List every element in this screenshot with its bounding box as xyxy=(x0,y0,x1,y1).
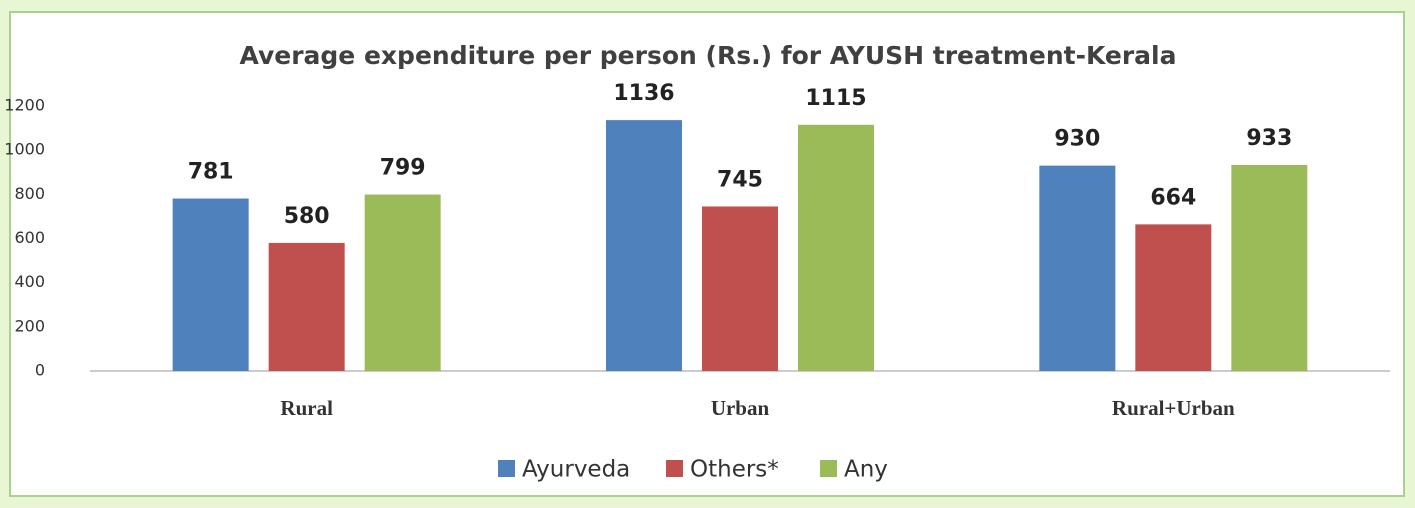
y-tick-label: 400 xyxy=(14,272,45,291)
data-label: 580 xyxy=(284,204,330,229)
bar xyxy=(606,120,682,371)
y-tick-label: 800 xyxy=(14,184,45,203)
x-tick-label: Urban xyxy=(711,396,770,420)
y-tick-label: 1000 xyxy=(4,140,45,159)
bar xyxy=(364,194,441,371)
legend-swatch xyxy=(666,460,683,477)
y-tick-label: 1200 xyxy=(4,96,45,115)
legend-swatch xyxy=(820,460,837,477)
bar xyxy=(702,206,778,371)
data-label: 799 xyxy=(380,156,426,181)
bar xyxy=(268,242,345,371)
data-label: 1136 xyxy=(613,81,674,106)
bar xyxy=(1231,164,1308,371)
chart-title: Average expenditure per person (Rs.) for… xyxy=(240,41,1177,70)
legend-label: Ayurveda xyxy=(522,457,630,483)
bar xyxy=(1039,165,1116,371)
y-tick-label: 600 xyxy=(14,228,45,247)
x-tick-label: Rural xyxy=(280,396,333,420)
data-label: 1115 xyxy=(805,86,866,111)
data-label: 781 xyxy=(188,160,234,185)
bar xyxy=(798,124,874,371)
legend-label: Any xyxy=(844,457,888,483)
legend-label: Others* xyxy=(690,457,779,483)
data-label: 933 xyxy=(1246,126,1292,151)
data-label: 745 xyxy=(717,167,763,192)
data-label: 664 xyxy=(1150,185,1196,210)
x-tick-label: Rural+Urban xyxy=(1112,396,1235,420)
legend-swatch xyxy=(498,460,515,477)
y-tick-label: 200 xyxy=(14,316,45,335)
y-tick-label: 0 xyxy=(35,361,45,380)
bar xyxy=(172,198,249,371)
bar xyxy=(1135,224,1212,371)
data-label: 930 xyxy=(1054,127,1100,152)
